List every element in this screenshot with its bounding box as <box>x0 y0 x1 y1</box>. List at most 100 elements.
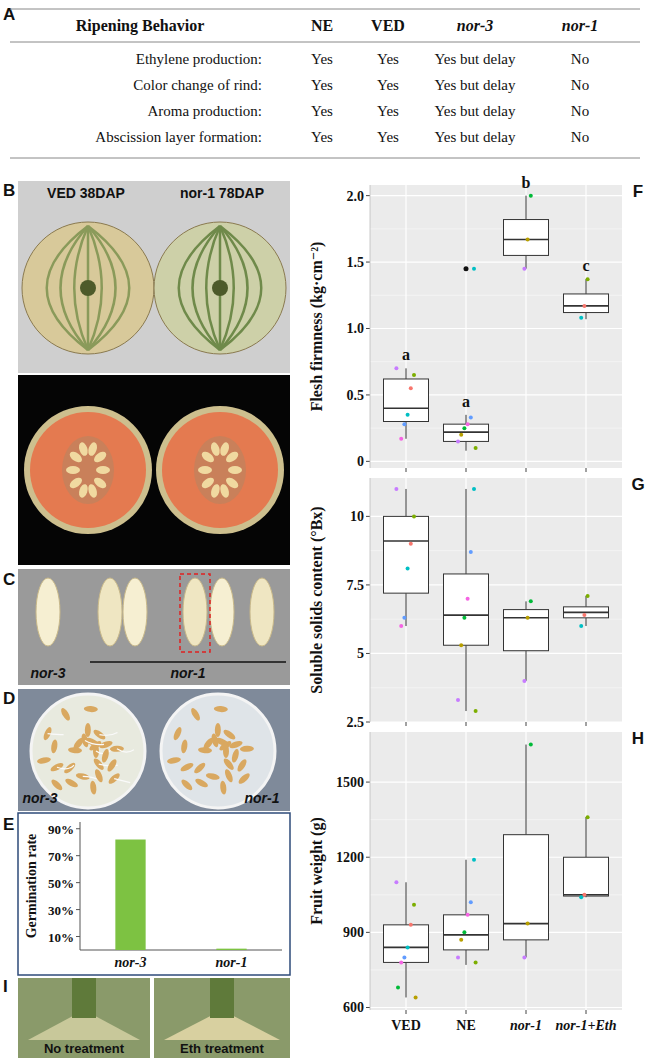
table-cell: No <box>571 129 589 145</box>
x-grid <box>405 478 406 722</box>
x-tick <box>466 1010 467 1014</box>
box <box>444 424 489 441</box>
point <box>456 698 460 702</box>
point <box>526 922 530 926</box>
stem <box>72 978 96 1018</box>
point <box>462 616 466 620</box>
x-tick <box>586 722 587 726</box>
y-tick <box>366 653 370 654</box>
seed <box>77 441 89 457</box>
point <box>526 237 530 241</box>
x-grid <box>585 185 586 468</box>
table-cell: Yes but delay <box>435 51 516 67</box>
seed-photo <box>250 578 274 646</box>
minor-grid <box>370 428 622 429</box>
table-cell: Yes but delay <box>435 103 516 119</box>
point <box>586 815 590 819</box>
whisker <box>526 651 527 681</box>
bars <box>115 840 246 950</box>
photo-bg <box>154 978 290 1058</box>
melon-section <box>24 406 152 534</box>
x-grid <box>525 478 526 722</box>
caption: nor-3 <box>31 665 66 681</box>
panel-letter: D <box>3 689 15 708</box>
significance-letter: a <box>462 393 470 410</box>
x-tick-label: nor-1 <box>216 955 248 970</box>
whisker <box>586 279 587 294</box>
seed <box>219 483 231 499</box>
point <box>466 913 470 917</box>
caption: VED 38DAP <box>47 185 125 201</box>
seed <box>228 466 242 474</box>
point <box>586 594 590 598</box>
seed <box>214 706 228 713</box>
plot-panel <box>370 732 622 1010</box>
significance-letter: c <box>582 257 589 274</box>
seed <box>96 466 110 474</box>
seed <box>219 441 231 457</box>
x-tick <box>526 722 527 726</box>
seed-photo <box>210 578 234 646</box>
box <box>564 294 609 313</box>
photo-bg <box>18 689 290 811</box>
y-axis <box>370 478 371 722</box>
panel-letter: B <box>3 181 15 200</box>
y-tick <box>366 328 370 329</box>
y-tick <box>366 782 370 783</box>
point <box>394 366 398 370</box>
panel-letter: A <box>3 5 15 24</box>
table-cell: Color change of rind: <box>133 77 262 93</box>
point <box>474 446 478 450</box>
seed <box>198 466 212 474</box>
boxes <box>384 487 609 713</box>
median <box>444 614 489 616</box>
whisker <box>466 441 467 450</box>
table-header: Ripening Behavior <box>76 17 204 35</box>
point <box>579 316 583 320</box>
caption: No treatment <box>44 1041 125 1056</box>
point <box>406 413 410 417</box>
point <box>399 437 403 441</box>
seed <box>37 756 52 765</box>
table-cell: Abscission layer formation: <box>95 129 262 145</box>
point <box>409 542 413 546</box>
whisker <box>526 255 527 268</box>
point <box>406 566 410 570</box>
panel-letter: I <box>3 977 8 996</box>
table-cell: Yes <box>311 51 333 67</box>
y-tick-label: 600 <box>343 1000 364 1015</box>
y-axis-label: Germination rate <box>24 834 39 939</box>
minor-grid <box>370 819 622 820</box>
seed <box>106 758 119 773</box>
y-tick <box>76 855 80 856</box>
point <box>394 880 398 884</box>
seed <box>200 476 216 491</box>
table-cell: No <box>571 77 589 93</box>
table-cell: Yes <box>311 129 333 145</box>
whisker <box>586 618 587 626</box>
box <box>444 915 489 950</box>
table-cell: Yes <box>311 77 333 93</box>
whisker <box>466 489 467 574</box>
melon <box>154 222 286 354</box>
point <box>472 487 476 491</box>
seed <box>64 777 79 789</box>
point <box>522 267 526 271</box>
y-axis-label: Flesh firmness (kg·cm⁻²) <box>308 242 326 412</box>
point <box>586 277 590 281</box>
box <box>384 379 429 422</box>
y-tick-label: 50% <box>48 876 74 891</box>
boxes <box>384 194 609 451</box>
point <box>402 616 406 620</box>
point <box>582 613 586 617</box>
point <box>474 709 478 713</box>
bar <box>216 949 246 950</box>
grid-line <box>370 461 622 462</box>
seed <box>237 772 251 786</box>
table-header: nor-3 <box>457 17 493 34</box>
seed <box>180 739 188 754</box>
seed <box>223 768 234 783</box>
y-tick <box>366 394 370 395</box>
plot-panel <box>370 185 622 468</box>
point <box>462 426 466 430</box>
